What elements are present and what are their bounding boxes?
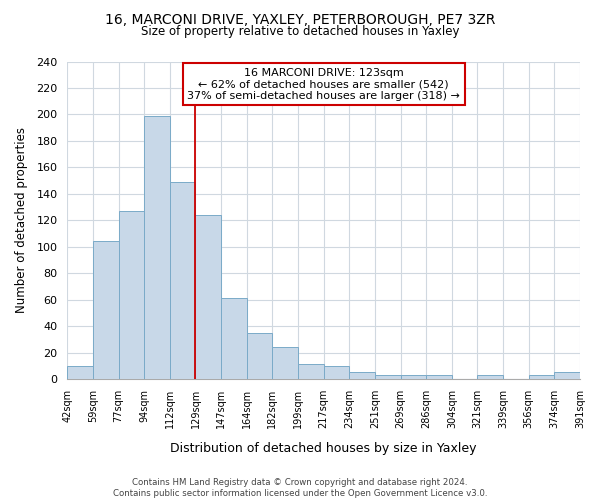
Text: Contains HM Land Registry data © Crown copyright and database right 2024.
Contai: Contains HM Land Registry data © Crown c…	[113, 478, 487, 498]
Bar	[554, 372, 580, 379]
Text: 16 MARCONI DRIVE: 123sqm
← 62% of detached houses are smaller (542)
37% of semi-: 16 MARCONI DRIVE: 123sqm ← 62% of detach…	[187, 68, 460, 101]
Y-axis label: Number of detached properties: Number of detached properties	[15, 128, 28, 314]
Bar	[247, 332, 272, 379]
Bar	[426, 375, 452, 379]
Bar	[375, 375, 401, 379]
Bar	[93, 242, 119, 379]
Bar	[119, 211, 144, 379]
Bar	[196, 215, 221, 379]
Bar	[529, 375, 554, 379]
Bar	[478, 375, 503, 379]
Bar	[323, 366, 349, 379]
Bar	[67, 366, 93, 379]
Bar	[170, 182, 196, 379]
Bar	[221, 298, 247, 379]
Bar	[298, 364, 323, 379]
Bar	[272, 348, 298, 379]
Text: 16, MARCONI DRIVE, YAXLEY, PETERBOROUGH, PE7 3ZR: 16, MARCONI DRIVE, YAXLEY, PETERBOROUGH,…	[105, 12, 495, 26]
X-axis label: Distribution of detached houses by size in Yaxley: Distribution of detached houses by size …	[170, 442, 477, 455]
Bar	[144, 116, 170, 379]
Bar	[401, 375, 426, 379]
Text: Size of property relative to detached houses in Yaxley: Size of property relative to detached ho…	[141, 25, 459, 38]
Bar	[349, 372, 375, 379]
